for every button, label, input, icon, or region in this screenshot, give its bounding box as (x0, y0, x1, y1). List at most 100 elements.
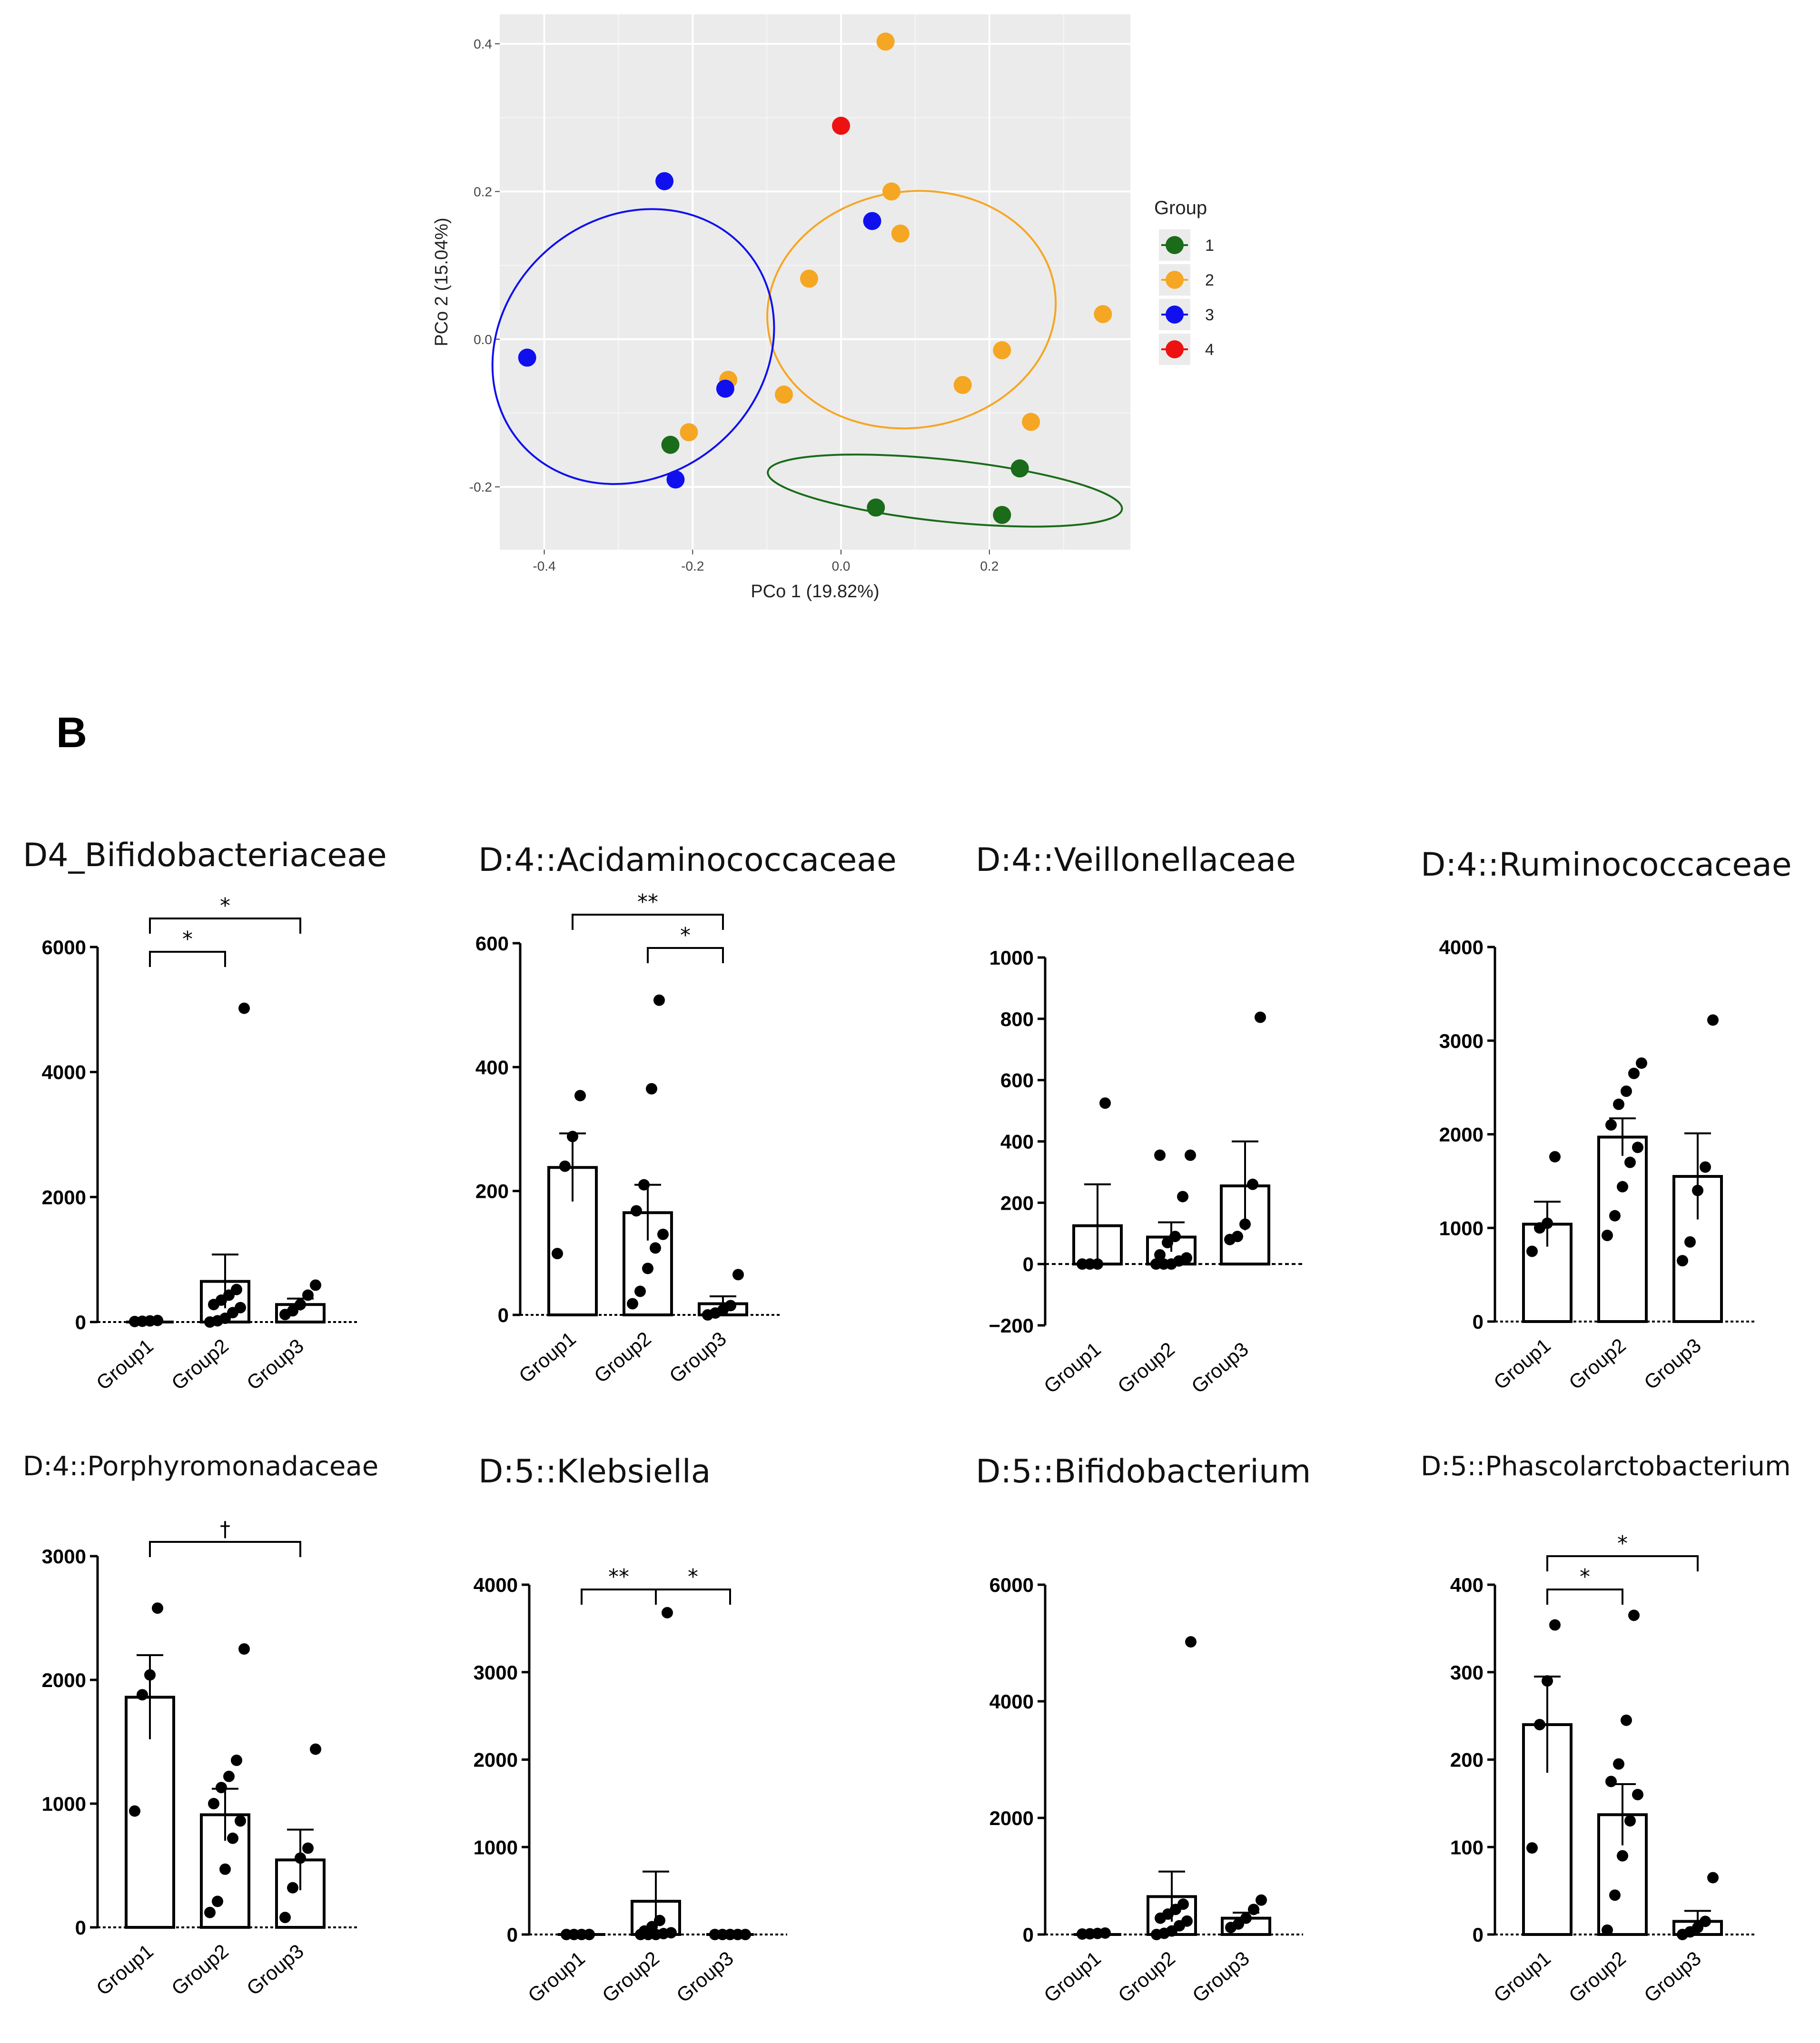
bar-chart-1-sig-bracket (149, 951, 226, 967)
bar-chart-8-ytick-label: 300 (1450, 1661, 1484, 1684)
bar-chart-4-category-label: Group1 (1489, 1334, 1555, 1394)
bar-chart-7-ytick-label: 0 (1023, 1924, 1034, 1946)
bar-chart-3-ytick-label: 400 (1000, 1131, 1034, 1153)
bar-chart-6-sig-bracket (581, 1589, 657, 1605)
bar-chart-7-point-Group3 (1256, 1894, 1267, 1906)
bar-chart-5-point-Group2 (235, 1815, 246, 1827)
bar-chart-1-point-Group3 (310, 1279, 321, 1291)
bar-chart-4-point-Group3 (1684, 1236, 1696, 1248)
pcoa-point-group-2 (953, 375, 972, 394)
bar-chart-4-category-label: Group2 (1564, 1334, 1630, 1394)
pcoa-point-group-3 (655, 172, 674, 190)
bar-chart-5-point-Group2 (208, 1798, 219, 1809)
bar-chart-8-point-Group2 (1628, 1609, 1640, 1621)
bar-chart-6-sig-label: ** (608, 1565, 629, 1589)
bar-chart-5-category-label: Group2 (167, 1940, 233, 2000)
pcoa-legend-label-1: 1 (1205, 237, 1214, 255)
bar-chart-8-point-Group2 (1609, 1889, 1621, 1901)
bar-chart-3-title: D:4::Veillonellaceae (976, 841, 1296, 879)
pcoa-xtick-label: -0.2 (681, 559, 704, 573)
bar-chart-3-point-Group2 (1154, 1249, 1166, 1261)
pcoa-ytick-label: 0.4 (474, 37, 492, 51)
bar-chart-8-point-Group2 (1613, 1758, 1624, 1770)
bar-chart-7-ytick-label: 6000 (989, 1574, 1034, 1596)
bar-chart-2-sig-bracket (647, 947, 724, 963)
bar-chart-4-ytick-label: 3000 (1439, 1030, 1484, 1052)
bar-chart-6-category-label: Group1 (524, 1947, 589, 2007)
bar-chart-5-ytick-label: 1000 (42, 1793, 86, 1815)
bar-chart-8-point-Group2 (1605, 1776, 1617, 1787)
pcoa-xtick-label: -0.4 (533, 559, 555, 573)
pcoa-legend-label-4: 4 (1205, 341, 1214, 359)
bar-chart-2-ytick-label: 0 (498, 1304, 509, 1326)
bar-chart-3-category-label: Group3 (1187, 1338, 1253, 1398)
bar-chart-3-point-Group2 (1154, 1149, 1166, 1161)
bar-chart-5-sig-bracket (149, 1541, 301, 1557)
bar-chart-4-title: D:4::Ruminococcaceae (1421, 846, 1792, 884)
bar-chart-4-point-Group1 (1526, 1245, 1538, 1257)
bar-chart-2-point-Group2 (657, 1228, 669, 1240)
bar-chart-3-ytick-label: 200 (1000, 1192, 1034, 1214)
bar-chart-3-category-label: Group1 (1039, 1338, 1105, 1398)
pcoa-ytick-label: 0.0 (474, 332, 492, 347)
bar-chart-3: D:4::Veillonellaceae−200 0 200 400 600 800 100… (976, 841, 1302, 1398)
bar-chart-8-point-Group1 (1534, 1719, 1545, 1730)
bar-chart-4-bar-Group2 (1597, 1135, 1648, 1323)
bar-chart-2-point-Group3 (732, 1269, 744, 1281)
bar-chart-6-sig-label: * (688, 1565, 698, 1589)
bar-chart-6-ytick-label: 2000 (474, 1749, 518, 1771)
bar-chart-3-category-label: Group2 (1113, 1338, 1179, 1398)
bar-chart-2-point-Group2 (627, 1298, 638, 1310)
bar-chart-5-ytick-label: 3000 (42, 1545, 86, 1568)
bar-chart-1-point-Group2 (238, 1002, 250, 1014)
bar-chart-5-point-Group3 (310, 1743, 321, 1755)
bar-chart-4-point-Group2 (1628, 1067, 1640, 1079)
bar-chart-4-category-label: Group3 (1640, 1334, 1705, 1394)
bar-chart-5-category-label: Group1 (92, 1940, 158, 2000)
pcoa-point-group-3 (518, 348, 536, 367)
bar-chart-1-point-Group3 (302, 1289, 314, 1301)
bar-chart-7-point-Group3 (1240, 1912, 1252, 1924)
bar-chart-3-point-Group2 (1162, 1237, 1173, 1249)
bar-chart-1-ytick-label: 2000 (42, 1186, 86, 1208)
bar-chart-5-bar-Group1 (125, 1696, 175, 1929)
pcoa-point-group-2 (993, 341, 1011, 360)
bar-chart-4-ytick-label: 4000 (1439, 936, 1484, 958)
bar-chart-7-ytick-label: 2000 (989, 1807, 1034, 1829)
bar-chart-2-title: D:4::Acidaminococcaceae (478, 841, 897, 879)
bar-chart-5-point-Group2 (216, 1782, 227, 1794)
bar-chart-8-category-label: Group2 (1564, 1947, 1630, 2007)
bar-chart-5-point-Group2 (223, 1770, 235, 1782)
bar-chart-1-ytick-label: 6000 (42, 936, 86, 958)
pcoa-legend-key-3 (1166, 306, 1184, 324)
bar-chart-7-ytick-label: 4000 (989, 1690, 1034, 1713)
bar-chart-4-point-Group1 (1549, 1151, 1561, 1163)
bar-chart-3-point-Group3 (1232, 1231, 1243, 1243)
bar-chart-6-point-Group2 (654, 1915, 665, 1926)
bar-chart-4-point-Group3 (1677, 1255, 1688, 1267)
bar-chart-8-sig-bracket (1546, 1555, 1699, 1571)
bar-chart-1-sig-label: * (182, 927, 193, 951)
bar-chart-8-category-label: Group1 (1489, 1947, 1555, 2007)
pcoa-legend-key-4 (1166, 340, 1184, 358)
pcoa-point-group-2 (1094, 305, 1112, 323)
pcoa-point-group-2 (1022, 413, 1040, 431)
bar-chart-1-point-Group2 (231, 1283, 242, 1295)
bar-chart-5-category-label: Group3 (242, 1940, 308, 2000)
bar-chart-2-point-Group2 (638, 1179, 650, 1191)
bar-chart-2-point-Group1 (559, 1160, 571, 1172)
bar-chart-8-point-Group3 (1692, 1922, 1703, 1934)
pcoa-point-group-2 (775, 385, 793, 404)
bar-chart-5-point-Group1 (144, 1669, 156, 1681)
pcoa-legend-title: Group (1154, 197, 1207, 218)
bar-chart-4-point-Group3 (1700, 1161, 1711, 1173)
bar-chart-1-category-label: Group2 (167, 1334, 233, 1394)
bar-chart-8-title: D:5::Phascolarctobacterium (1421, 1451, 1791, 1482)
bar-chart-8-sig-bracket (1546, 1589, 1623, 1605)
bar-chart-2-ytick-label: 600 (475, 932, 509, 955)
bar-chart-8-ytick-label: 400 (1450, 1574, 1484, 1596)
bar-chart-6-ytick-label: 3000 (474, 1661, 518, 1684)
